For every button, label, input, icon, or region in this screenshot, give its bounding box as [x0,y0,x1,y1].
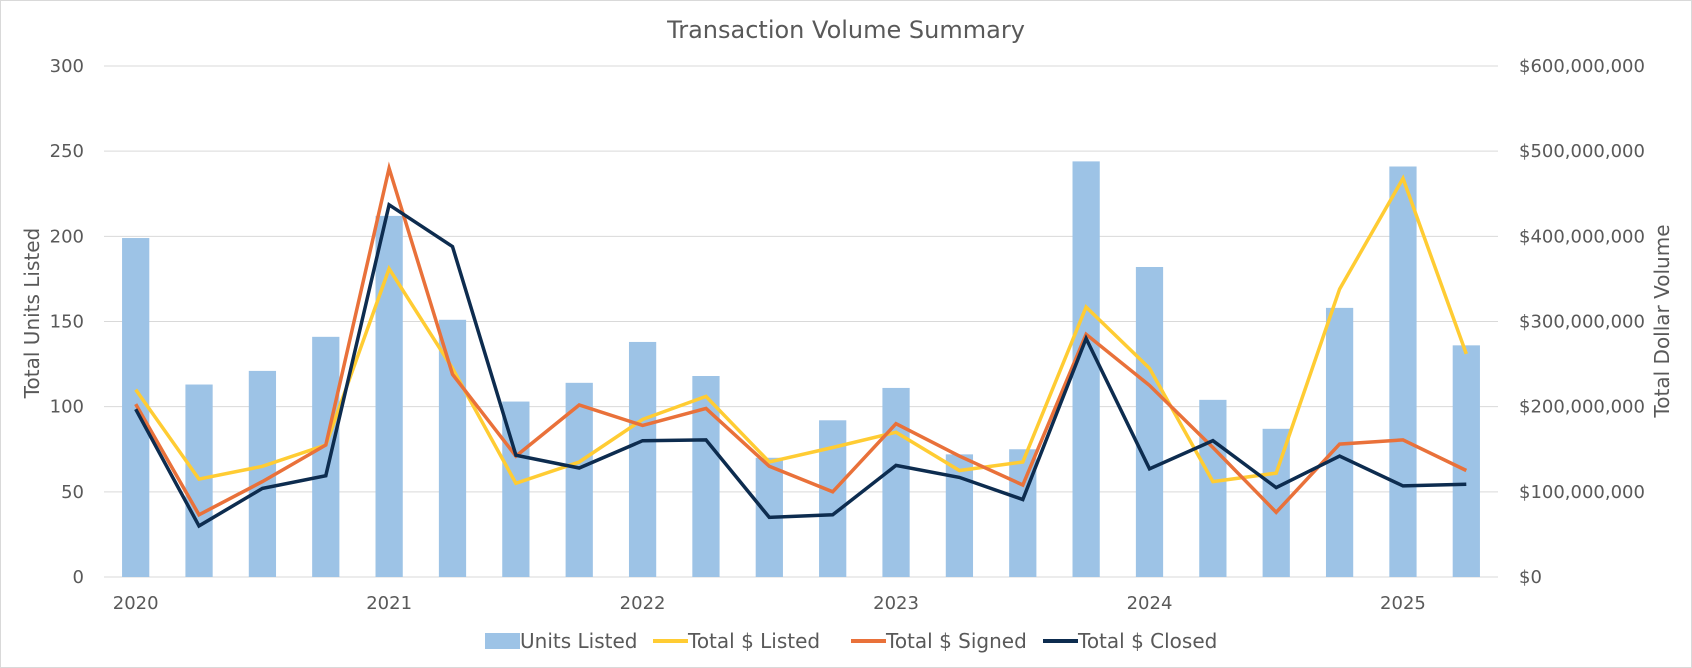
x-tick-label: 2022 [620,593,666,614]
bar [438,319,467,577]
right-tick-label: $300,000,000 [1519,312,1645,333]
x-tick-label: 2025 [1380,593,1426,614]
bar [312,336,340,577]
bar [1389,166,1417,577]
bar-series [122,161,1480,578]
right-tick-label: $100,000,000 [1519,482,1645,503]
left-tick-label: 150 [50,312,84,333]
right-tick-label: $400,000,000 [1519,226,1645,247]
right-tick-label: $0 [1519,567,1542,588]
bar [882,387,910,577]
bar [1452,345,1480,577]
x-tick-label: 2020 [113,593,159,614]
bar [1199,399,1227,577]
legend-swatch [485,633,520,649]
bar [1072,161,1100,578]
x-tick-label: 2024 [1127,593,1173,614]
x-tick-label: 2021 [366,593,412,614]
left-tick-label: 50 [61,482,84,503]
left-axis-title: Total Units Listed [20,228,44,400]
right-axis-title: Total Dollar Volume [1650,224,1674,418]
legend-label: Total $ Listed [687,629,820,653]
line-series [134,161,1468,529]
bar [945,454,974,577]
left-tick-label: 250 [50,141,84,162]
bar [1135,266,1164,577]
right-axis: $0 $100,000,000 $200,000,000 $300,000,000 $4… [1519,56,1645,588]
left-axis: 0 50 100 150 200 250 300 [50,56,84,588]
legend-label: Units Listed [520,629,637,653]
bar [565,382,593,577]
right-tick-label: $500,000,000 [1519,141,1645,162]
x-axis: 2020 2021 2022 2023 2024 2025 [113,593,1426,614]
bar [628,341,657,577]
x-tick-label: 2023 [873,593,919,614]
legend: Units Listed Total $ Listed Total $ Signed… [485,629,1217,653]
bar [375,215,403,578]
left-tick-label: 100 [50,397,84,418]
chart-title: Transaction Volume Summary [666,16,1025,44]
left-tick-label: 200 [50,226,84,247]
left-tick-label: 0 [73,567,84,588]
series-line-total-listed [134,174,1468,486]
legend-label: Total $ Closed [1077,629,1217,653]
right-tick-label: $200,000,000 [1519,397,1645,418]
series-line-total-signed [134,161,1468,518]
bar [1009,449,1037,577]
legend-label: Total $ Signed [885,629,1027,653]
series-line-total-closed [134,201,1467,529]
left-tick-label: 300 [50,56,84,77]
right-tick-label: $600,000,000 [1519,56,1645,77]
bar [248,370,277,577]
